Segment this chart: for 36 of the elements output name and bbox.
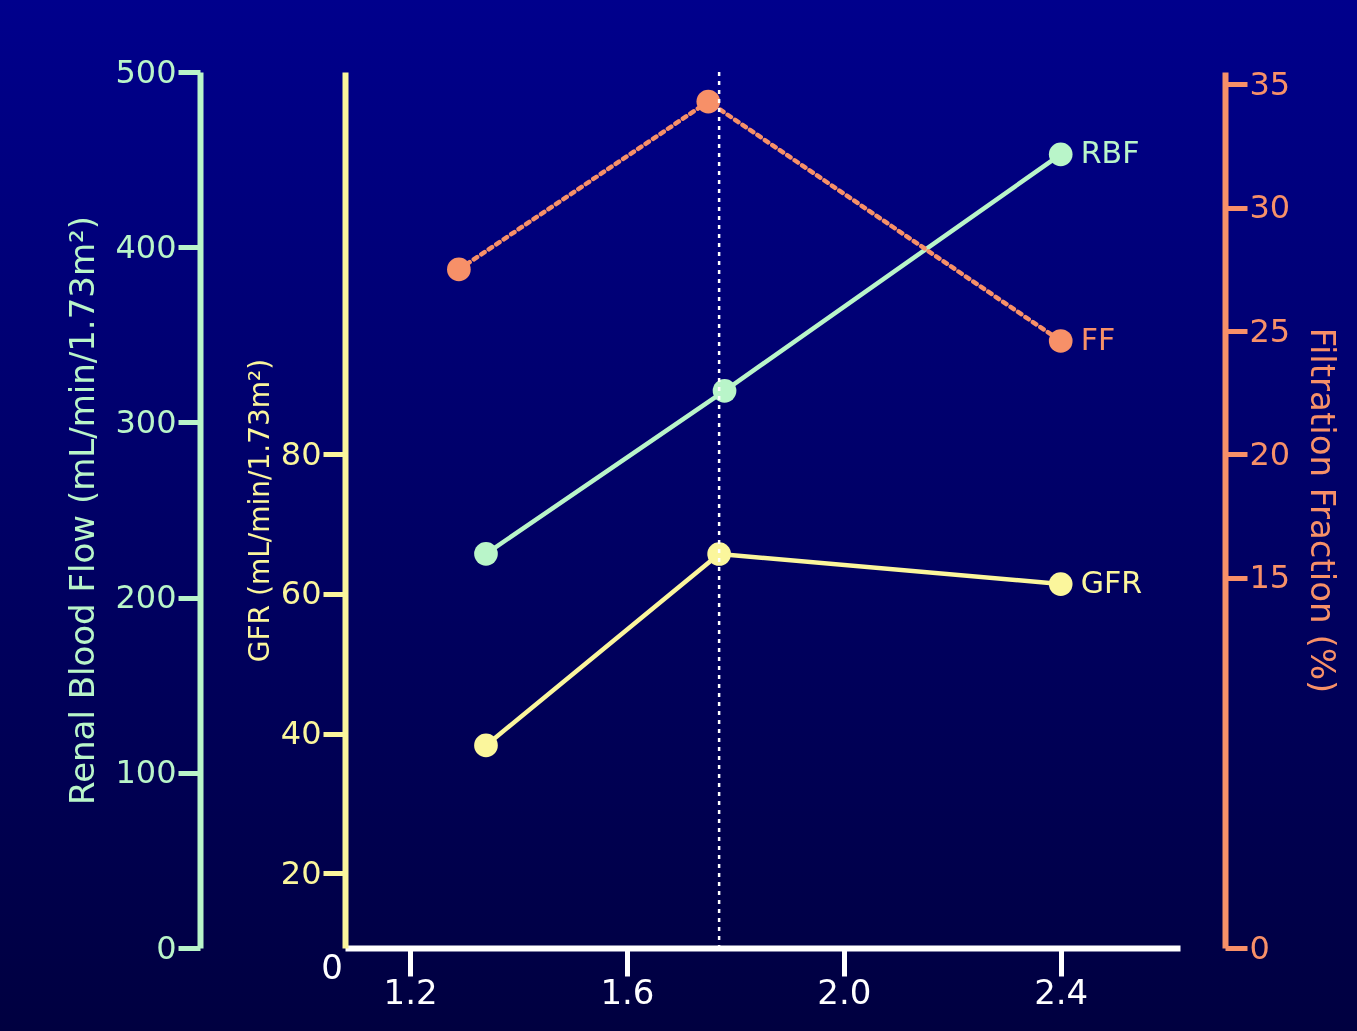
point [696,89,721,114]
y3-tick-label: 20 [280,853,322,892]
series-label: GFR [1080,565,1143,601]
y3-tick-label: 40 [280,714,322,753]
y2-axis-title: Filtration Fraction (%) [1303,327,1344,694]
x-tick-label: 1.2 [383,971,438,1012]
point [1048,329,1073,353]
y2-tick-label: 15 [1249,558,1291,597]
y-tick-label: 300 [115,402,177,441]
point [474,541,498,566]
y2-tick-label: 30 [1249,188,1291,227]
y-tick-label: 400 [115,227,177,266]
y2-tick-label: 35 [1249,64,1291,103]
y-tick-label: 100 [115,753,177,792]
text: 0 [321,947,343,987]
y3-tick-label: 60 [280,574,322,613]
y-tick-label: 200 [115,578,177,617]
x-tick-label: 1.6 [600,971,655,1012]
y2-tick-label: 25 [1249,311,1291,350]
point [712,379,737,403]
y3-axis-title: GFR (mL/min/1.73m²) [242,358,276,663]
series-label: RBF [1080,135,1140,171]
point [707,542,731,566]
y3-tick-label: 80 [280,434,322,473]
series-label: FF [1080,321,1116,357]
x-tick-label: 2.0 [817,971,872,1012]
point [1048,142,1073,167]
point [447,257,471,282]
point [474,733,498,758]
y-tick-label: 0 [156,928,177,967]
y-axis-title: Renal Blood Flow (mL/min/1.73m²) [62,216,103,805]
y2-tick-label: 20 [1249,434,1291,473]
point [1048,572,1073,596]
y-tick-label: 500 [115,52,177,91]
x-tick-label: 2.4 [1034,971,1089,1012]
y2-tick-label: 0 [1249,928,1270,967]
